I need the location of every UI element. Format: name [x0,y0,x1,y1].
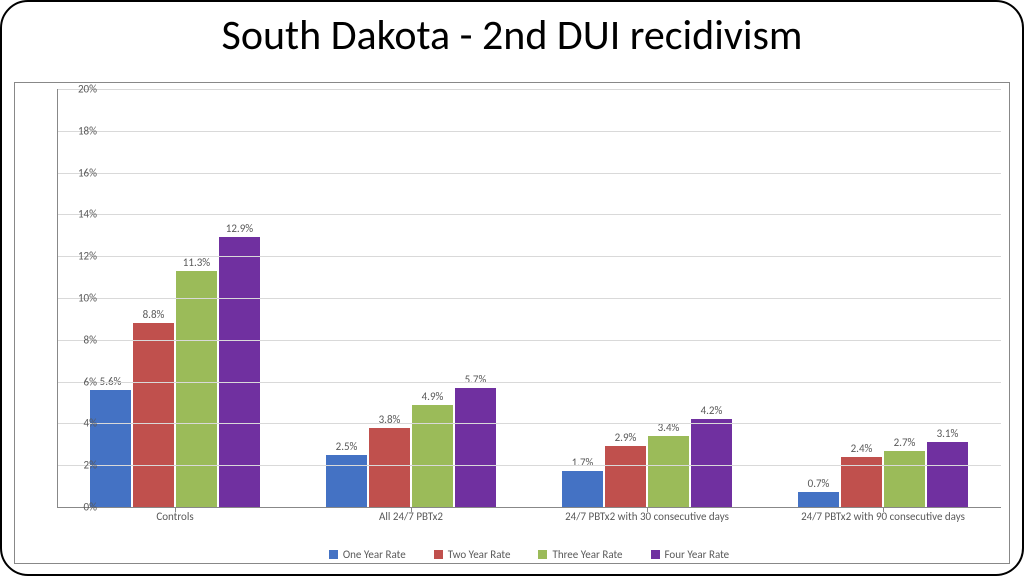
bar: 2.5% [326,455,367,507]
bar: 11.3% [176,271,217,507]
gridline [57,214,1001,215]
legend-label: One Year Rate [343,548,406,561]
bar-value-label: 1.7% [572,456,594,469]
bar-value-label: 3.1% [937,427,959,440]
plot-area: 5.6%8.8%11.3%12.9%2.5%3.8%4.9%5.7%1.7%2.… [57,89,1001,507]
y-axis-label: 18% [59,124,97,137]
gridline [57,423,1001,424]
gridline [57,298,1001,299]
bar: 3.4% [648,436,689,507]
bar-value-label: 2.5% [336,440,358,453]
gridline [57,340,1001,341]
bar-value-label: 8.8% [143,308,165,321]
gridline [57,89,1001,90]
bar-value-label: 0.7% [808,477,830,490]
legend-item: Four Year Rate [651,548,730,561]
legend-item: Three Year Rate [538,548,622,561]
legend-label: Three Year Rate [552,548,622,561]
legend-swatch [329,550,338,559]
bar: 3.1% [927,442,968,507]
bar: 4.2% [691,419,732,507]
y-axis-label: 12% [59,250,97,263]
bar: 2.7% [884,451,925,507]
bar-value-label: 11.3% [183,256,210,269]
y-axis-label: 10% [59,292,97,305]
bar: 4.9% [412,405,453,507]
legend-swatch [651,550,660,559]
gridline [57,256,1001,257]
x-tick [647,507,648,512]
legend: One Year Rate Two Year Rate Three Year Rat… [57,548,1001,561]
legend-swatch [434,550,443,559]
bar-value-label: 4.9% [422,390,444,403]
legend-item: One Year Rate [329,548,406,561]
bar-value-label: 12.9% [226,222,253,235]
y-axis-label: 2% [59,459,97,472]
bar: 2.9% [605,446,646,507]
legend-swatch [538,550,547,559]
bar-value-label: 4.2% [701,404,723,417]
x-tick [175,507,176,512]
y-axis-label: 4% [59,417,97,430]
y-axis-label: 14% [59,208,97,221]
bar: 1.7% [562,471,603,507]
bar-value-label: 5.7% [465,373,487,386]
x-tick [883,507,884,512]
bar: 5.6% [90,390,131,507]
gridline [57,173,1001,174]
gridline [57,465,1001,466]
y-axis [57,89,58,507]
category-labels-row: ControlsAll 24/7 PBTx224/7 PBTx2 with 30… [57,507,1001,535]
legend-label: Four Year Rate [665,548,730,561]
bar: 3.8% [369,428,410,507]
chart-container: 5.6%8.8%11.3%12.9%2.5%3.8%4.9%5.7%1.7%2.… [14,82,1010,564]
bar-value-label: 2.7% [894,436,916,449]
gridline [57,131,1001,132]
bar-value-label: 2.4% [851,442,873,455]
y-axis-label: 16% [59,166,97,179]
bar-value-label: 2.9% [615,431,637,444]
page-title: South Dakota - 2nd DUI recidivism [2,10,1022,61]
slide-frame: South Dakota - 2nd DUI recidivism 5.6%8.… [0,0,1024,576]
bar: 12.9% [219,237,260,507]
gridline [57,382,1001,383]
y-axis-label: 6% [59,375,97,388]
y-axis-label: 20% [59,83,97,96]
x-tick [411,507,412,512]
bar: 8.8% [133,323,174,507]
y-axis-label: 8% [59,333,97,346]
legend-label: Two Year Rate [448,548,511,561]
bar: 5.7% [455,388,496,507]
bar: 0.7% [798,492,839,507]
legend-item: Two Year Rate [434,548,511,561]
